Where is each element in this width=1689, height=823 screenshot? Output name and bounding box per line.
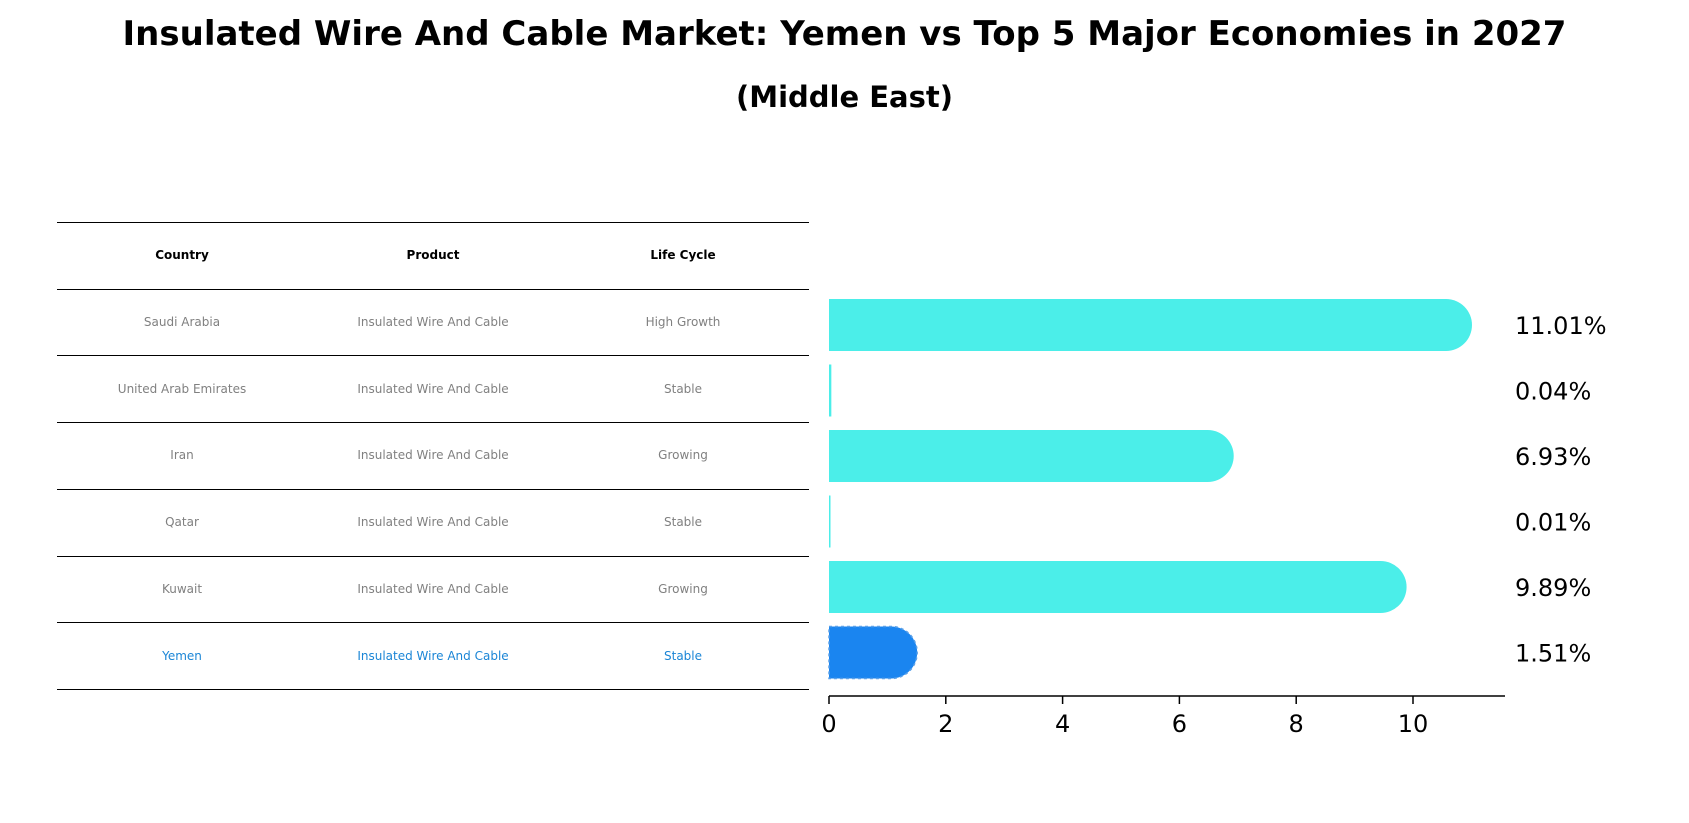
bar-kuwait — [829, 561, 1407, 613]
table-cell: Qatar — [165, 515, 199, 530]
bar-value-label: 6.93% — [1515, 443, 1591, 471]
table-rule — [57, 422, 809, 424]
bar-saudi-arabia — [829, 299, 1472, 351]
table-cell: Stable — [663, 515, 703, 530]
table-cell: Iran — [170, 448, 194, 463]
x-tick-label: 0 — [821, 710, 836, 738]
table-rule — [57, 688, 809, 690]
table-cell: Saudi Arabia — [143, 315, 221, 330]
bar-value-label: 11.01% — [1515, 312, 1607, 340]
table-rule — [57, 222, 809, 223]
table-cell: Growing — [658, 581, 708, 596]
table-cell: Growing — [658, 448, 708, 463]
table-cell: Insulated Wire And Cable — [357, 581, 509, 596]
table-rule — [57, 622, 809, 624]
table-header-cell: Life Cycle — [650, 248, 716, 263]
table-cell: Stable — [663, 648, 703, 663]
bar-united-arab-emirates — [829, 364, 832, 417]
x-tick-label: 10 — [1398, 710, 1429, 738]
bar-value-label: 0.04% — [1515, 378, 1591, 406]
table-rule — [57, 488, 809, 490]
table-cell: Insulated Wire And Cable — [357, 315, 509, 330]
table-cell: High Growth — [645, 315, 721, 330]
bar-yemen — [828, 625, 918, 680]
table-rule — [57, 555, 809, 557]
bar-value-label: 1.51% — [1515, 640, 1591, 668]
table-header-cell: Product — [406, 248, 460, 263]
bar-iran — [829, 430, 1234, 482]
table-cell: Yemen — [162, 648, 202, 663]
table-cell: Insulated Wire And Cable — [357, 448, 509, 463]
x-tick-label: 2 — [938, 710, 953, 738]
x-tick-label: 8 — [1289, 710, 1304, 738]
table-cell: Insulated Wire And Cable — [357, 381, 509, 396]
chart-subtitle: (Middle East) — [735, 80, 954, 114]
x-tick-label: 6 — [1172, 710, 1187, 738]
x-tick-label: 4 — [1055, 710, 1070, 738]
table-cell: Insulated Wire And Cable — [357, 515, 509, 530]
bar-value-label: 0.01% — [1515, 509, 1591, 537]
table-cell: Kuwait — [161, 581, 203, 596]
table-cell: Insulated Wire And Cable — [357, 648, 509, 663]
table-cell: Stable — [663, 381, 703, 396]
bar-qatar — [829, 495, 831, 548]
table-cell: United Arab Emirates — [117, 381, 247, 396]
chart-title: Insulated Wire And Cable Market: Yemen v… — [122, 14, 1567, 54]
table-rule — [57, 355, 809, 357]
table-header-cell: Country — [155, 248, 209, 263]
bar-value-label: 9.89% — [1515, 574, 1591, 602]
table-rule — [57, 288, 809, 290]
